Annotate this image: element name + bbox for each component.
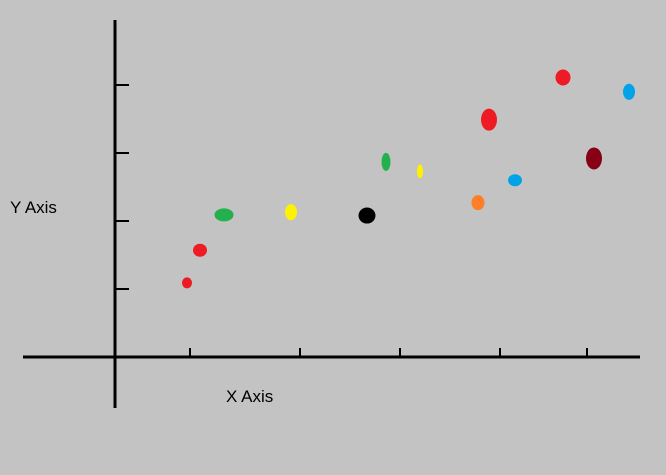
data-point-3 bbox=[214, 208, 234, 222]
ticks bbox=[115, 84, 588, 357]
data-point-1 bbox=[182, 277, 192, 289]
data-point-11 bbox=[555, 69, 571, 86]
y-axis-label: Y Axis bbox=[10, 198, 57, 217]
data-point-13 bbox=[623, 83, 635, 100]
data-points bbox=[182, 69, 635, 289]
data-point-10 bbox=[508, 174, 522, 187]
data-point-9 bbox=[481, 108, 497, 131]
data-point-6 bbox=[381, 152, 391, 171]
data-point-8 bbox=[471, 195, 485, 211]
axes bbox=[23, 20, 640, 408]
x-axis-label: X Axis bbox=[226, 387, 273, 406]
data-point-5 bbox=[358, 207, 376, 224]
data-point-4 bbox=[285, 204, 297, 221]
data-point-7 bbox=[417, 164, 423, 179]
data-point-2 bbox=[193, 243, 207, 257]
data-point-12 bbox=[586, 147, 602, 170]
